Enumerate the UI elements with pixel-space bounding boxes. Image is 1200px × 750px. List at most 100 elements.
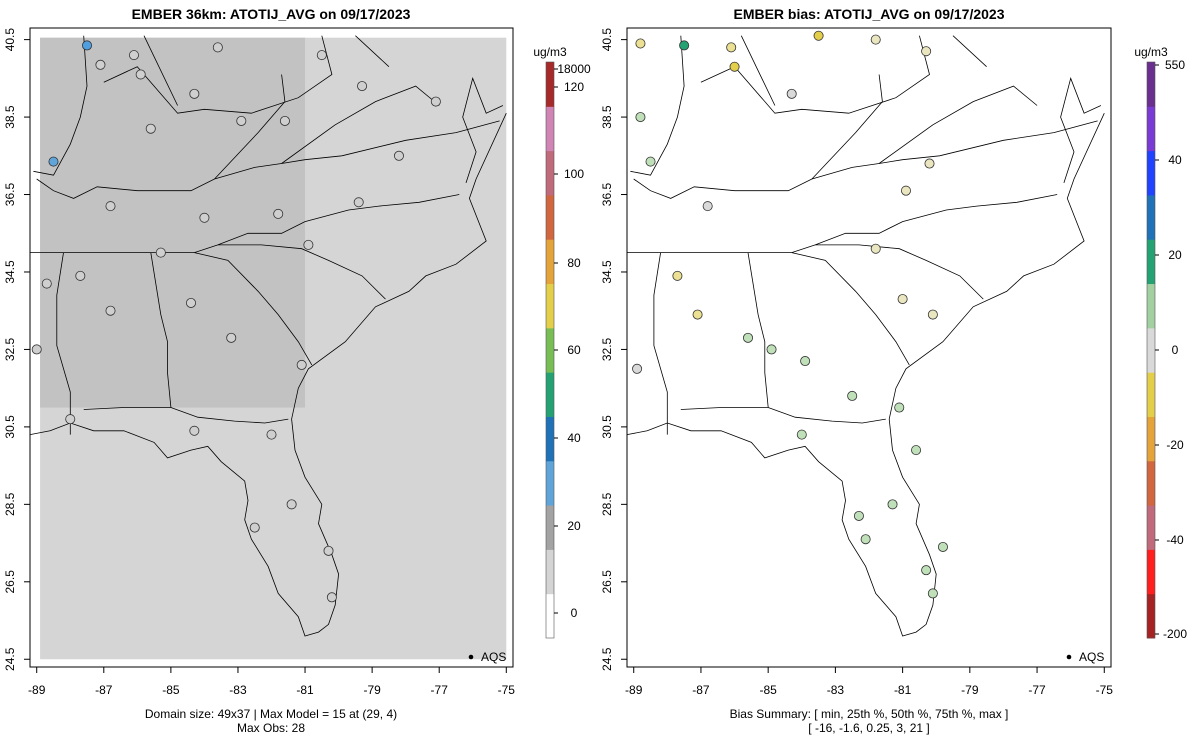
x-tick-label: -85 [162,683,180,697]
station-marker [729,61,740,72]
x-tick-label: -75 [498,683,516,697]
basemap-boundary [627,194,1058,253]
colorbar-unit: ug/m3 [533,45,567,59]
colorbar-unit: ug/m3 [1134,45,1168,59]
x-tick-label: -87 [692,683,710,697]
colorbar-segment [546,460,554,506]
station-marker [894,402,905,413]
basemap-boundary [680,407,886,424]
x-tick-label: -77 [431,683,449,697]
colorbar-label: -20 [1166,438,1184,452]
x-tick-label: -81 [296,683,314,697]
colorbar-label: 60 [567,343,581,357]
station-marker [189,88,200,99]
basemap-boundary [747,252,769,408]
colorbar-segment [1147,239,1155,285]
basemap-boundary [33,35,88,176]
basemap-boundary [653,252,668,435]
colorbar-segment [1147,416,1155,462]
station-marker [635,112,646,123]
basemap-boundary [627,113,1105,637]
station-marker [296,359,307,370]
x-tick-label: -79 [961,683,979,697]
station-marker [212,42,223,53]
station-marker [635,38,646,49]
colorbar-label: 80 [567,256,581,270]
y-tick-label: 38.5 [600,105,614,129]
station-marker [927,309,938,320]
y-tick-label: 28.5 [600,492,614,516]
colorbar-segment [546,549,554,595]
basemap-boundary [355,35,390,67]
y-tick-label: 38.5 [3,105,17,129]
station-marker [853,510,864,521]
station-marker [357,81,368,92]
station-marker [279,115,290,126]
footer-text: Domain size: 49x37 | Max Model = 15 at (… [145,707,397,721]
y-tick-label: 32.5 [600,337,614,361]
station-marker [95,59,106,70]
colorbar-segment [1147,593,1155,639]
basemap-boundary [214,74,286,180]
colorbar-segment [546,593,554,639]
station-marker [249,522,260,533]
basemap-boundary [952,35,987,67]
basemap-boundary [740,35,776,106]
basemap-boundary [815,244,984,300]
y-tick-label: 24.5 [600,647,614,671]
station-marker [800,356,811,367]
colorbar-segment [546,239,554,285]
station-marker [702,201,713,212]
colorbar-segment [1147,106,1155,152]
basemap-boundary [56,252,71,435]
colorbar-segment [1147,460,1155,506]
x-tick-label: -77 [1028,683,1046,697]
colorbar-segment [546,194,554,240]
station-marker [743,332,754,343]
x-tick-label: -75 [1096,683,1114,697]
station-marker [199,212,210,223]
plot-frame [626,27,1112,668]
station-marker [273,208,284,219]
colorbar-segment [546,505,554,550]
footer-text: Bias Summary: [ min, 25th %, 50th %, 75t… [730,707,1009,721]
chart-title: EMBER 36km: ATOTIJ_AVG on 09/17/2023 [132,6,411,22]
y-tick-label: 28.5 [3,492,17,516]
y-tick-label: 34.5 [600,260,614,284]
station-marker [887,499,898,510]
station-marker [679,40,690,51]
chart-title: EMBER bias: ATOTIJ_AVG on 09/17/2023 [733,6,1004,22]
colorbar-label: 40 [1168,153,1182,167]
basemap-boundary [217,244,386,300]
x-tick-label: -89 [625,683,643,697]
station-marker [31,344,42,355]
colorbar-segment [1147,62,1155,107]
colorbar-label: 550 [1165,58,1185,72]
colorbar-segment [546,62,554,107]
x-tick-label: -79 [363,683,381,697]
station-marker [286,499,297,510]
station-marker [900,185,911,196]
station-marker [870,243,881,254]
station-marker [75,270,86,281]
station-marker [266,429,277,440]
station-marker [155,247,166,258]
y-tick-label: 40.5 [600,28,614,52]
station-marker [236,115,247,126]
basemap-lines [627,35,1105,637]
x-tick-label: -87 [95,683,113,697]
basemap-boundary [633,120,1098,199]
colorbar-label: 20 [1168,248,1182,262]
y-tick-label: 32.5 [3,337,17,361]
legend-label: AQS [1079,650,1104,664]
colorbar-segment [546,283,554,329]
station-marker [692,309,703,320]
footer-text: Max Obs: 28 [237,721,305,735]
station-marker [326,592,337,603]
colorbar-label: 20 [567,519,581,533]
station-marker [323,545,334,556]
y-tick-label: 26.5 [3,570,17,594]
y-tick-label: 36.5 [3,183,17,207]
y-tick-label: 30.5 [600,415,614,439]
colorbar-segment [546,106,554,152]
